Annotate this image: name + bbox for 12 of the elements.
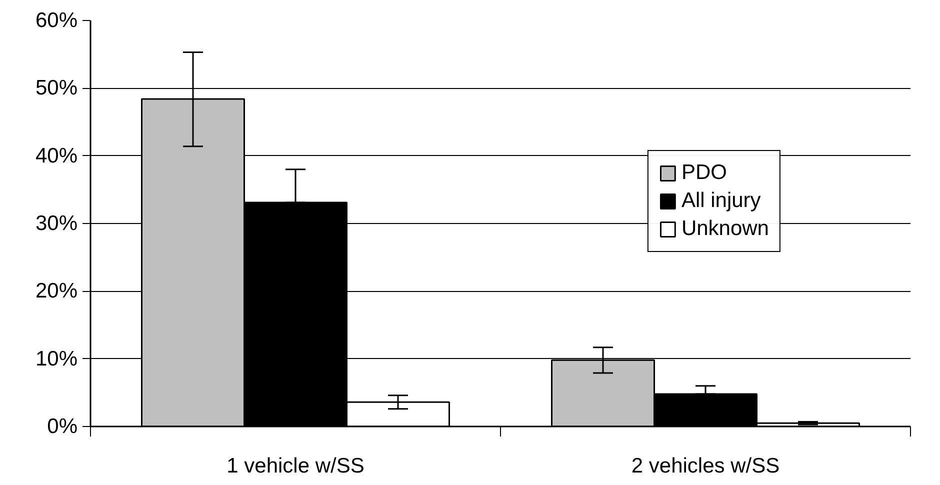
y-tick-label: 20% [35,280,78,303]
y-tick-label: 50% [35,76,78,100]
legend-label: All injury [681,189,761,213]
legend-label: Unknown [681,217,769,241]
y-tick-label: 10% [35,347,78,370]
y-tick-label: 40% [35,144,78,168]
y-tick-label: 30% [35,212,78,235]
x-tick-label: 1 vehicle w/SS [226,454,364,478]
x-tick-label: 2 vehicles w/SS [631,454,780,478]
y-tick-label: 60% [35,9,78,32]
y-tick-label: 0% [47,415,78,438]
legend-label: PDO [681,161,727,185]
